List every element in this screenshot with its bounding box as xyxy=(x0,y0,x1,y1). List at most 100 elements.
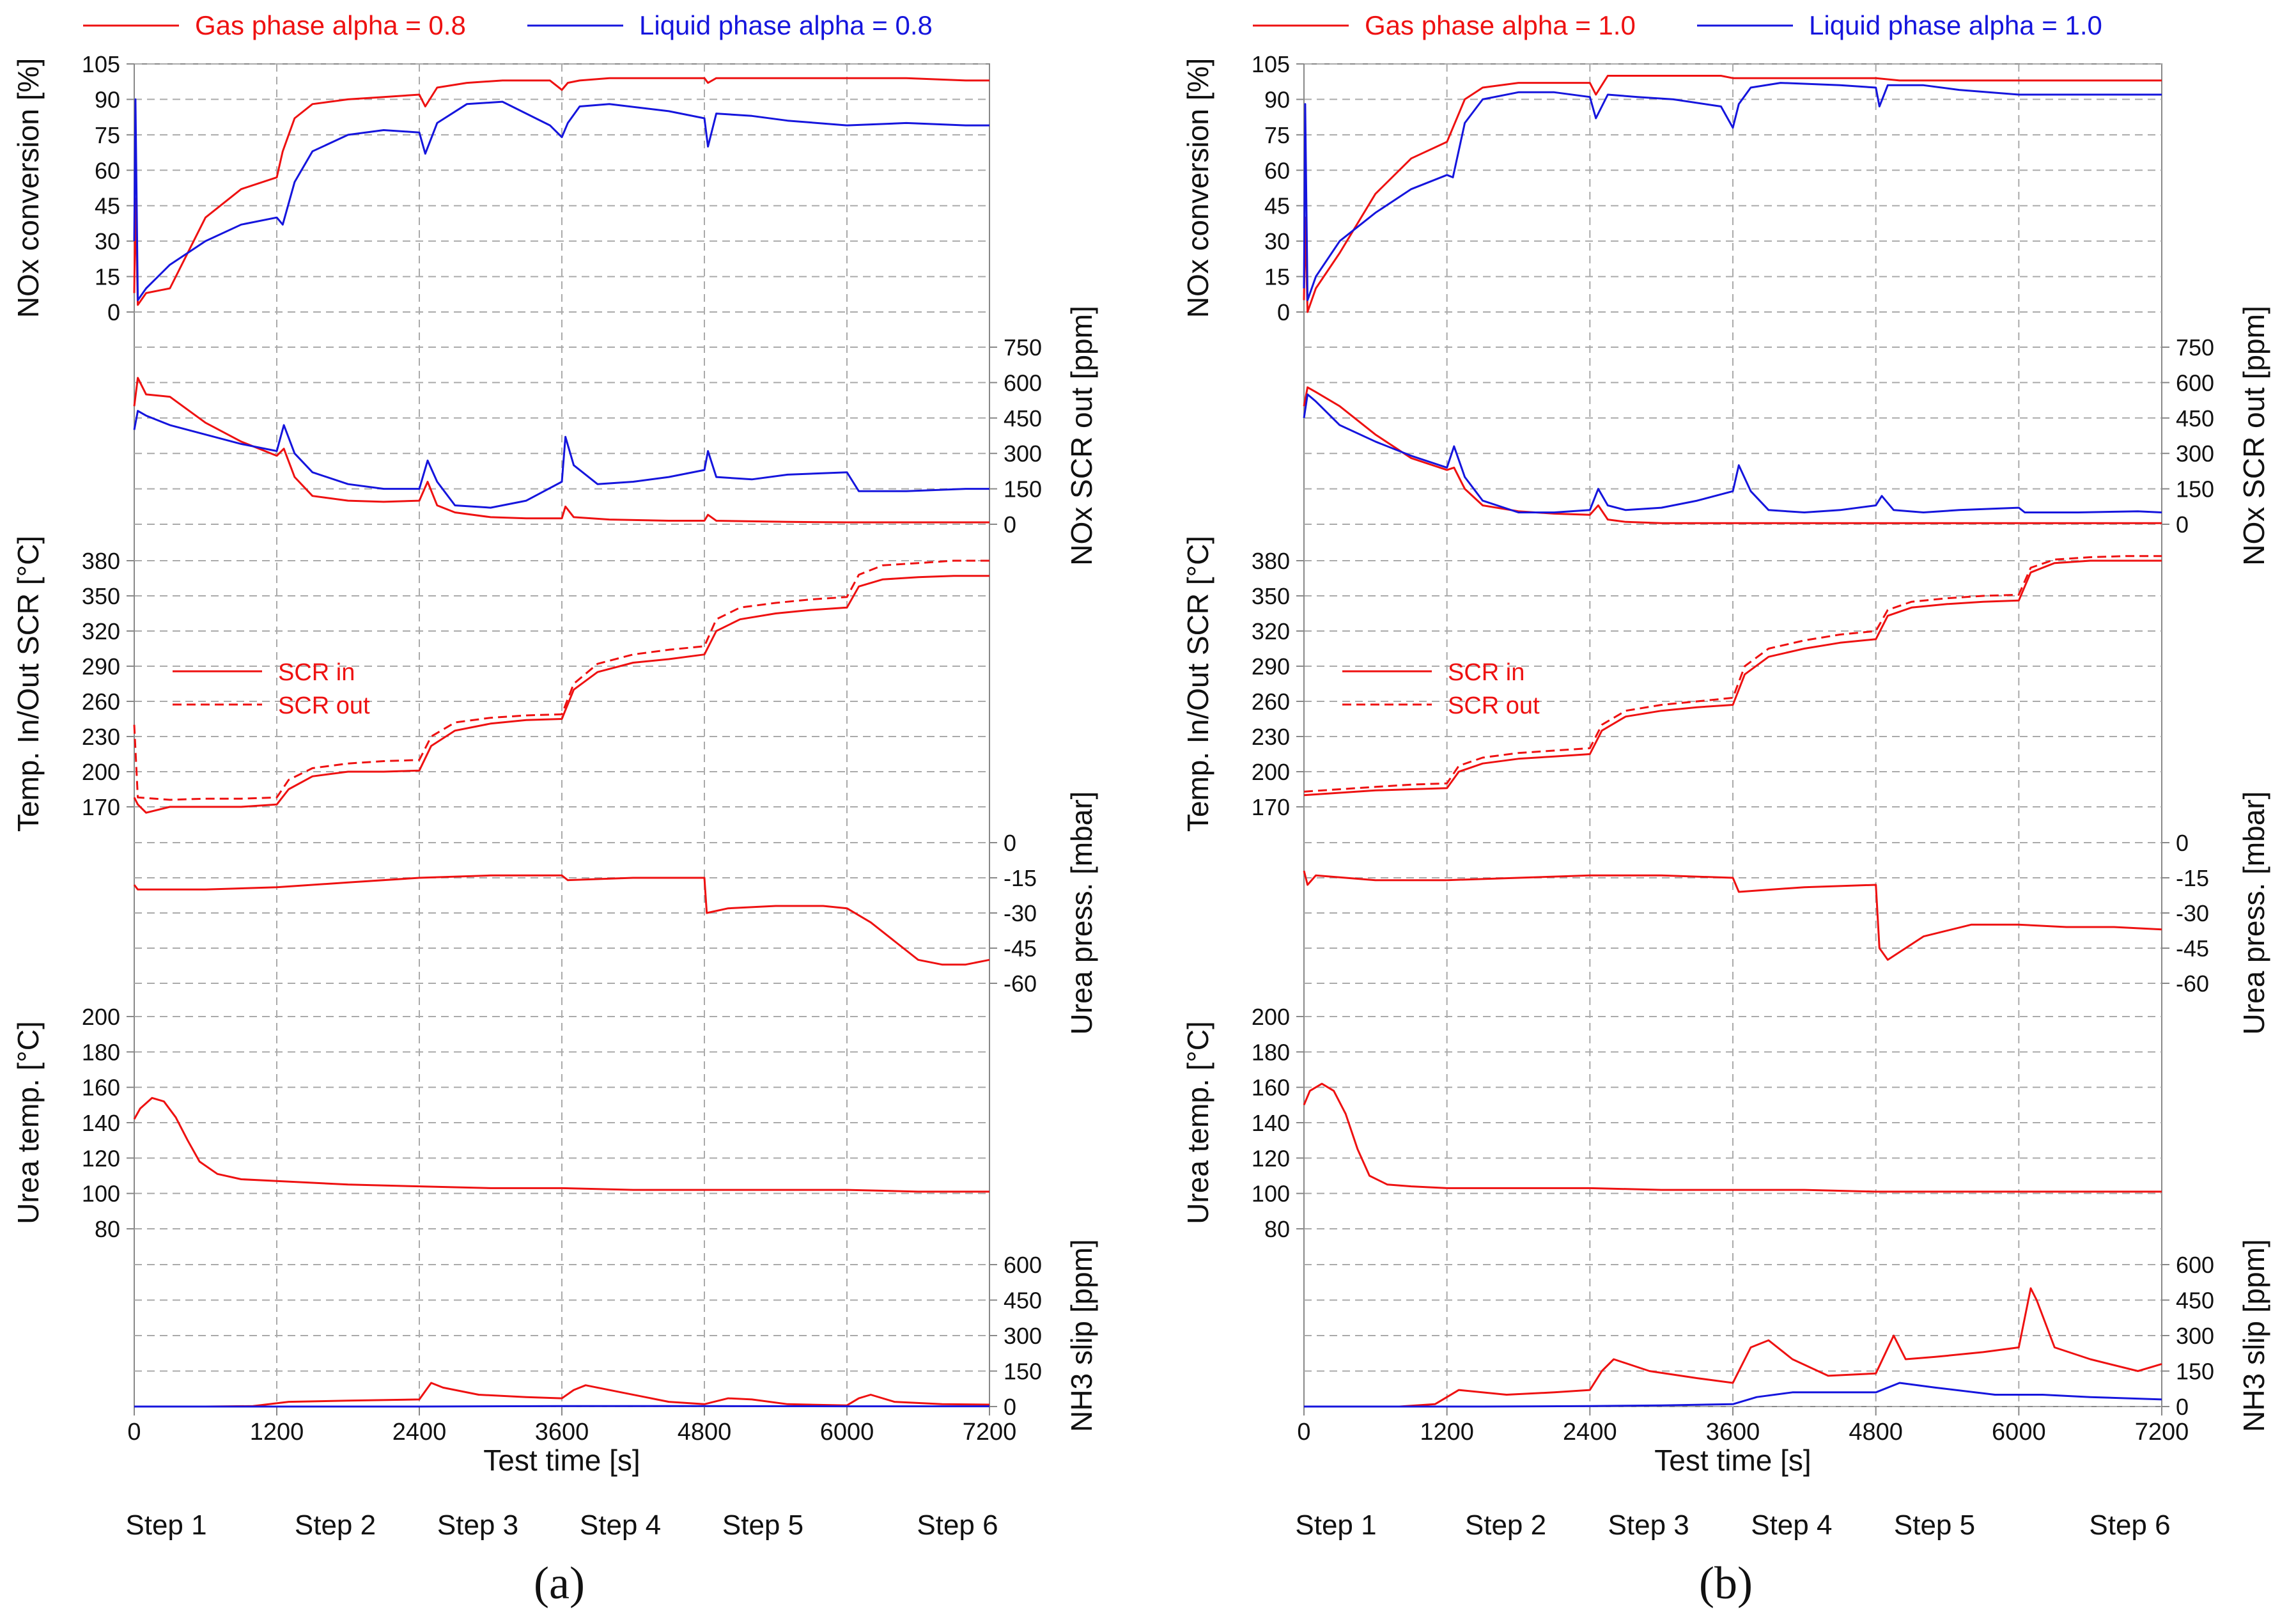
panel-b-urea_temp-y-tick-label: 100 xyxy=(1252,1181,1290,1207)
panel-b-nox_out-y-axis-label: NOx SCR out [ppm] xyxy=(2237,306,2270,565)
panel-b-temp_scr-y-tick-label: 380 xyxy=(1252,548,1290,574)
panel-a-urea_temp-series-urea-temperature xyxy=(133,1096,989,1193)
panel-a-urea_press-y-tick-label: -30 xyxy=(1004,900,1037,926)
panel-b-nox_conv-series-liquid-phase-alpha-1-0 xyxy=(1303,82,2162,301)
panel-a-nh3_slip-y-tick-label: 300 xyxy=(1004,1323,1042,1349)
panel-a-nox_conv-y-tick-label: 60 xyxy=(95,157,120,183)
panel-a-urea_press-y-tick-label: 0 xyxy=(1004,830,1016,856)
panel-a-nox_conv-y-tick-label: 105 xyxy=(82,51,120,77)
panel-a-urea_temp-y-axis-label: Urea temp. [°C] xyxy=(12,1021,45,1224)
panel-b-x-tick-label: 1200 xyxy=(1420,1419,1474,1446)
panel-a-nox_conv-y-tick-label: 75 xyxy=(95,122,120,148)
panel-a-legend-gas-label: Gas phase alpha = 0.8 xyxy=(195,10,466,40)
panel-label-a: (a) xyxy=(534,1557,585,1609)
panel-a-legend-liquid-label: Liquid phase alpha = 0.8 xyxy=(639,10,933,40)
panel-a-nox_conv-series-liquid-phase-alpha-0-8 xyxy=(133,98,989,301)
panel-b-temp_scr-y-tick-label: 200 xyxy=(1252,759,1290,785)
panel-a-nox_out-series-gas-phase-alpha-0-8 xyxy=(133,377,989,524)
panel-b-nox_out-y-tick-label: 150 xyxy=(2176,476,2214,503)
panel-a-x-tick-label: 3600 xyxy=(535,1419,589,1446)
panel-a-step-label: Step 2 xyxy=(295,1509,376,1541)
panel-a-temp_scr-series-scr-out xyxy=(133,559,989,801)
panel-b-urea_press-series-urea-pressure xyxy=(1303,870,2162,961)
panel-b-nox_out-y-tick-label: 750 xyxy=(2176,334,2214,361)
panel-b-x-tick-label: 2400 xyxy=(1563,1419,1617,1446)
panel-a-nox_conv-y-tick-label: 45 xyxy=(95,193,120,219)
panel-a-nox_out-y-tick-label: 450 xyxy=(1004,405,1042,432)
panel-a-temp_scr-y-axis-label: Temp. In/Out SCR [°C] xyxy=(12,536,45,832)
panel-b-nh3_slip-y-tick-label: 450 xyxy=(2176,1288,2214,1314)
panel-a-nox_out-y-tick-label: 750 xyxy=(1004,334,1042,361)
panel-a-temp_scr-y-tick-label: 260 xyxy=(82,689,120,715)
panel-a-temp_scr-y-tick-label: 320 xyxy=(82,618,120,644)
panel-b-nox_conv-series-gas-phase-alpha-1-0 xyxy=(1303,75,2162,313)
panel-b-step-label: Step 4 xyxy=(1751,1509,1832,1541)
panel-b-nh3_slip-y-tick-label: 0 xyxy=(2176,1394,2189,1420)
panel-b-nox_conv-y-tick-label: 45 xyxy=(1264,193,1290,219)
panel-a-nox_conv-y-tick-label: 30 xyxy=(95,228,120,254)
panel-a-nox_out-y-tick-label: 600 xyxy=(1004,370,1042,396)
panel-b-x-tick-label: 6000 xyxy=(1992,1419,2046,1446)
panel-a-urea_temp-y-tick-label: 120 xyxy=(82,1145,120,1171)
panel-label-b: (b) xyxy=(1699,1557,1753,1609)
panel-b-nox_conv-y-tick-label: 15 xyxy=(1264,264,1290,290)
panel-a-nh3_slip-series-liquid-phase-alpha-0-8 xyxy=(134,1405,989,1408)
panel-b-urea_press-y-tick-label: -30 xyxy=(2176,900,2209,926)
panel-b-urea_temp-y-axis-label: Urea temp. [°C] xyxy=(1181,1021,1214,1224)
panel-b-temp_scr-y-tick-label: 260 xyxy=(1252,689,1290,715)
panel-a-nh3_slip-y-tick-label: 600 xyxy=(1004,1252,1042,1278)
panel-a-urea_temp-y-tick-label: 140 xyxy=(82,1110,120,1136)
panel-a-step-label: Step 1 xyxy=(125,1509,206,1541)
panel-a-nox_conv-y-tick-label: 15 xyxy=(95,264,120,290)
panel-b-nox_conv-y-tick-label: 105 xyxy=(1252,51,1290,77)
panel-a-nh3_slip-y-tick-label: 150 xyxy=(1004,1359,1042,1385)
panel-b-urea_temp-y-tick-label: 180 xyxy=(1252,1039,1290,1065)
panel-b-nox_out-y-tick-label: 450 xyxy=(2176,405,2214,432)
panel-a-temp_scr-y-tick-label: 350 xyxy=(82,583,120,609)
panel-b-temp_scr-y-tick-label: 350 xyxy=(1252,583,1290,609)
panel-b-nox_out-y-tick-label: 0 xyxy=(2176,511,2189,538)
panel-a-nox_out-y-tick-label: 0 xyxy=(1004,511,1016,538)
panel-a-nox_out-y-tick-label: 300 xyxy=(1004,441,1042,467)
panel-b-urea_press-y-tick-label: -15 xyxy=(2176,865,2209,891)
panel-b-legend-liquid-label: Liquid phase alpha = 1.0 xyxy=(1809,10,2102,40)
panel-a-x-tick-label: 4800 xyxy=(678,1419,732,1446)
panel-b-x-tick-label: 0 xyxy=(1297,1419,1310,1446)
panel-a-legend-scr-in-label: SCR in xyxy=(278,659,355,686)
panel-a-nox_conv-y-tick-label: 0 xyxy=(107,299,120,325)
panel-b-step-label: Step 6 xyxy=(2089,1509,2170,1541)
panel-b-nh3_slip-series-liquid-phase-alpha-1-0 xyxy=(1304,1382,2162,1408)
panel-b-nox_conv-y-axis-label: NOx conversion [%] xyxy=(1181,58,1214,318)
panel-a-urea_press-series-urea-pressure xyxy=(133,874,990,966)
panel-b-nox_conv-y-tick-label: 30 xyxy=(1264,228,1290,254)
panel-a-x-axis-label: Test time [s] xyxy=(483,1444,640,1477)
panel-a-x-tick-label: 6000 xyxy=(820,1419,874,1446)
panel-a-nox_out-series-liquid-phase-alpha-0-8 xyxy=(133,410,989,509)
panel-b-nox_out-series-gas-phase-alpha-1-0 xyxy=(1303,386,2162,524)
panel-b-nox_out-y-tick-label: 300 xyxy=(2176,441,2214,467)
panel-a-temp_scr-y-tick-label: 380 xyxy=(82,548,120,574)
panel-b-urea_press-y-tick-label: 0 xyxy=(2176,830,2189,856)
panel-a-nh3_slip-y-tick-label: 450 xyxy=(1004,1288,1042,1314)
panel-b-x-tick-label: 4800 xyxy=(1849,1419,1903,1446)
panel-b-urea_press-y-tick-label: -60 xyxy=(2176,971,2209,997)
panel-a-temp_scr-y-tick-label: 230 xyxy=(82,724,120,750)
panel-b-urea_temp-y-tick-label: 120 xyxy=(1252,1145,1290,1171)
panel-b-nh3_slip-y-axis-label: NH3 slip [ppm] xyxy=(2237,1239,2270,1432)
panel-a-nox_conv-series-gas-phase-alpha-0-8 xyxy=(133,77,989,306)
panel-b-x-tick-label: 7200 xyxy=(2135,1419,2189,1446)
panel-b-urea_temp-y-tick-label: 200 xyxy=(1252,1004,1290,1030)
panel-b-temp_scr-y-tick-label: 290 xyxy=(1252,653,1290,680)
panel-b-nox_conv-y-tick-label: 0 xyxy=(1277,299,1290,325)
panel-a-nox_out-y-tick-label: 150 xyxy=(1004,476,1042,503)
panel-a-temp_scr-y-tick-label: 170 xyxy=(82,794,120,820)
panel-b-step-label: Step 5 xyxy=(1894,1509,1975,1541)
panel-b-urea_temp-y-tick-label: 160 xyxy=(1252,1075,1290,1101)
panel-b-x-axis-label: Test time [s] xyxy=(1654,1444,1811,1477)
panel-b-urea_temp-y-tick-label: 140 xyxy=(1252,1110,1290,1136)
panel-b-nox_conv-y-tick-label: 75 xyxy=(1264,122,1290,148)
